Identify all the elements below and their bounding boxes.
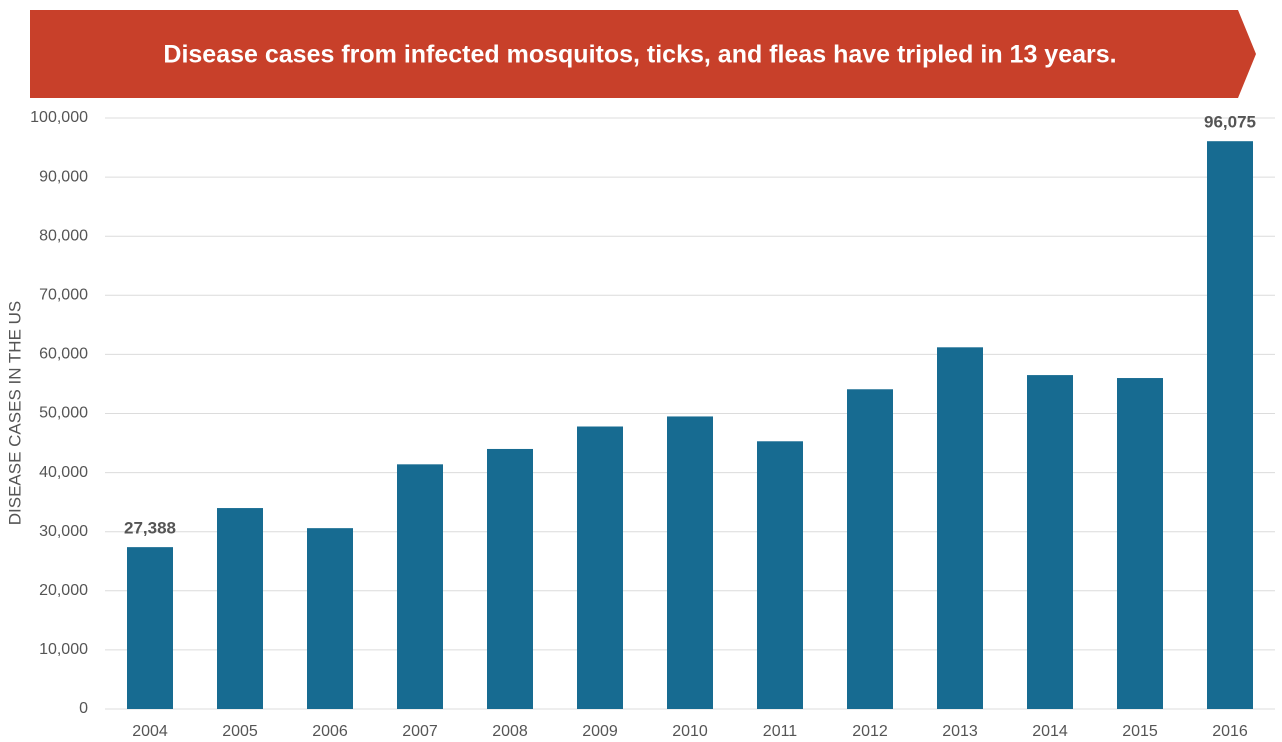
y-tick-label: 40,000: [39, 464, 88, 481]
x-tick-label: 2013: [942, 723, 978, 740]
x-tick-label: 2010: [672, 723, 708, 740]
bar: [307, 528, 353, 709]
value-label: 96,075: [1204, 113, 1256, 132]
x-tick-label: 2012: [852, 723, 888, 740]
y-axis-label: DISEASE CASES IN THE US: [5, 301, 24, 526]
bar: [937, 347, 983, 709]
y-tick-label: 70,000: [39, 287, 88, 304]
bar: [667, 416, 713, 709]
bar: [1027, 375, 1073, 709]
x-tick-label: 2008: [492, 723, 528, 740]
bar: [757, 441, 803, 709]
bar: [577, 426, 623, 709]
y-tick-label: 10,000: [39, 641, 88, 658]
y-tick-label: 20,000: [39, 582, 88, 599]
y-tick-label: 100,000: [30, 109, 88, 126]
x-tick-label: 2015: [1122, 723, 1158, 740]
value-label: 27,388: [124, 519, 176, 538]
y-tick-label: 50,000: [39, 405, 88, 422]
bar: [397, 464, 443, 709]
y-tick-label: 80,000: [39, 227, 88, 244]
bar: [127, 547, 173, 709]
x-tick-label: 2011: [763, 723, 798, 740]
x-tick-label: 2005: [222, 723, 258, 740]
bar: [1207, 141, 1253, 709]
x-tick-label: 2009: [582, 723, 618, 740]
x-tick-label: 2006: [312, 723, 348, 740]
x-tick-label: 2014: [1032, 723, 1068, 740]
bar: [1117, 378, 1163, 709]
x-tick-label: 2007: [402, 723, 438, 740]
bar: [847, 389, 893, 709]
x-tick-label: 2016: [1212, 723, 1248, 740]
title-banner: [30, 10, 1256, 98]
bar: [487, 448, 533, 709]
y-tick-label: 90,000: [39, 168, 88, 185]
y-tick-label: 30,000: [39, 523, 88, 540]
x-tick-label: 2004: [132, 723, 168, 740]
chart-title: Disease cases from infected mosquitos, t…: [163, 41, 1116, 69]
y-tick-label: 0: [79, 700, 88, 717]
bar: [217, 508, 263, 709]
y-tick-label: 60,000: [39, 346, 88, 363]
